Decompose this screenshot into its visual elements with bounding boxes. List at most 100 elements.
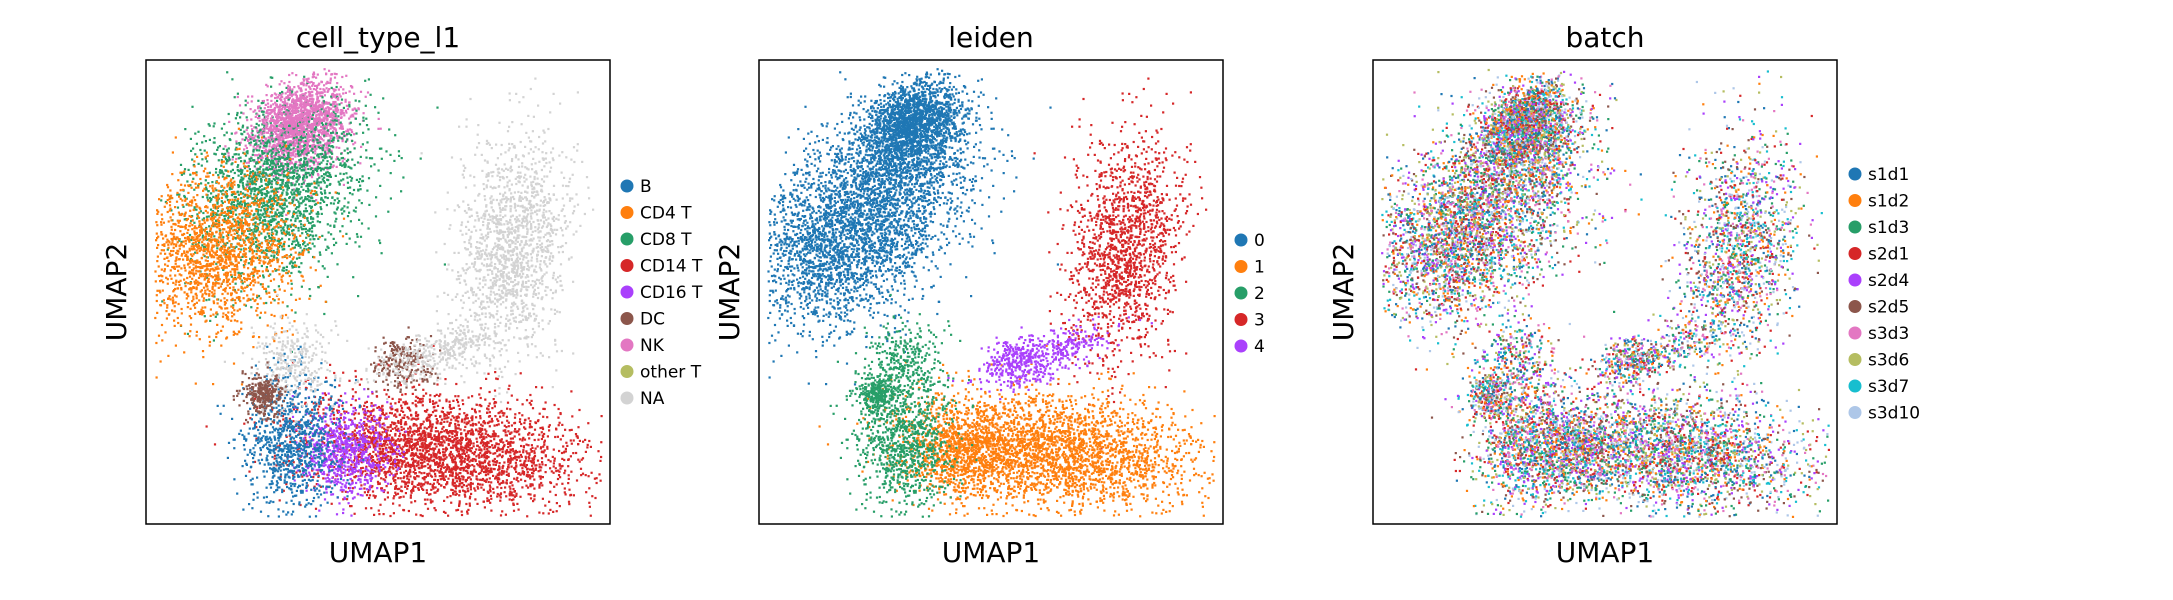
- scatter-point: [308, 174, 311, 177]
- scatter-point: [327, 144, 331, 147]
- scatter-point: [261, 123, 264, 126]
- scatter-point: [283, 144, 286, 147]
- scatter-point: [178, 219, 181, 222]
- scatter-point: [210, 291, 213, 294]
- scatter-point: [168, 209, 171, 212]
- scatter-point: [271, 242, 274, 245]
- scatter-point: [216, 244, 219, 247]
- scatter-point: [300, 228, 304, 231]
- scatter-point: [329, 202, 333, 205]
- scatter-point: [295, 107, 298, 110]
- scatter-point: [331, 117, 334, 120]
- scatter-point: [198, 338, 201, 341]
- scatter-point: [268, 167, 271, 171]
- scatter-point: [277, 237, 280, 240]
- scatter-point: [314, 269, 317, 272]
- scatter-point: [177, 179, 180, 182]
- scatter-point: [264, 311, 267, 314]
- scatter-point: [327, 102, 331, 105]
- scatter-point: [292, 154, 295, 157]
- scatter-point: [281, 248, 284, 251]
- scatter-point: [338, 103, 341, 106]
- scatter-point: [290, 119, 293, 122]
- scatter-point: [299, 214, 302, 217]
- scatter-point: [212, 214, 215, 217]
- scatter-point: [291, 176, 294, 179]
- scatter-point: [334, 133, 337, 136]
- scatter-point: [274, 218, 277, 221]
- scatter-point: [159, 304, 162, 307]
- scatter-point: [184, 281, 188, 284]
- scatter-point: [329, 124, 332, 128]
- scatter-point: [353, 133, 356, 136]
- scatter-point: [328, 88, 331, 91]
- scatter-point: [362, 112, 365, 115]
- scatter-point: [232, 304, 235, 307]
- scatter-point: [341, 207, 344, 210]
- scatter-point: [155, 221, 158, 224]
- scatter-point: [332, 130, 335, 133]
- scatter-point: [291, 200, 295, 203]
- scatter-point: [275, 213, 278, 216]
- scatter-point: [231, 215, 234, 218]
- scatter-point: [154, 270, 157, 273]
- scatter-point: [290, 287, 293, 290]
- scatter-point: [245, 206, 249, 209]
- scatter-point: [271, 140, 274, 143]
- scatter-point: [299, 158, 303, 161]
- scatter-point: [241, 255, 244, 258]
- scatter-point: [281, 212, 284, 215]
- scatter-point: [335, 117, 338, 120]
- scatter-point: [321, 265, 324, 268]
- scatter-point: [249, 188, 252, 191]
- scatter-point: [285, 140, 289, 144]
- scatter-point: [292, 237, 295, 240]
- scatter-point: [307, 182, 311, 185]
- scatter-point: [259, 209, 263, 212]
- scatter-point: [289, 176, 292, 179]
- scatter-point: [244, 203, 247, 206]
- scatter-point: [217, 267, 220, 270]
- scatter-point: [311, 145, 314, 148]
- scatter-point: [296, 206, 299, 209]
- scatter-point: [346, 181, 349, 184]
- scatter-point: [307, 251, 310, 254]
- scatter-point: [346, 107, 350, 111]
- scatter-point: [315, 199, 318, 202]
- scatter-point: [336, 206, 339, 209]
- scatter-point: [397, 150, 400, 153]
- scatter-point: [355, 233, 359, 236]
- scatter-point: [358, 218, 361, 221]
- scatter-point: [166, 238, 169, 241]
- scatter-point: [301, 239, 305, 243]
- scatter-point: [341, 225, 344, 228]
- scatter-point: [303, 152, 306, 155]
- scatter-point: [354, 117, 357, 120]
- scatter-point: [190, 238, 193, 242]
- scatter-point: [352, 188, 356, 192]
- scatter-point: [248, 182, 251, 186]
- scatter-point: [189, 330, 192, 333]
- scatter-point: [285, 265, 288, 268]
- scatter-point: [215, 189, 218, 192]
- scatter-point: [191, 260, 195, 263]
- scatter-point: [289, 154, 293, 157]
- scatter-point: [280, 114, 283, 117]
- scatter-point: [245, 228, 249, 231]
- scatter-point: [233, 271, 236, 274]
- scatter-point: [201, 158, 204, 161]
- scatter-point: [250, 242, 254, 245]
- scatter-point: [329, 103, 332, 106]
- scatter-point: [321, 178, 324, 181]
- scatter-point: [201, 295, 204, 298]
- scatter-point: [318, 123, 321, 126]
- scatter-point: [270, 155, 273, 158]
- scatter-point: [227, 154, 230, 157]
- scatter-point: [272, 278, 276, 281]
- scatter-point: [347, 201, 350, 204]
- scatter-point: [310, 182, 313, 185]
- scatter-point: [287, 282, 290, 285]
- scatter-point: [265, 240, 268, 243]
- scatter-point: [308, 288, 311, 291]
- scatter-point: [266, 152, 269, 155]
